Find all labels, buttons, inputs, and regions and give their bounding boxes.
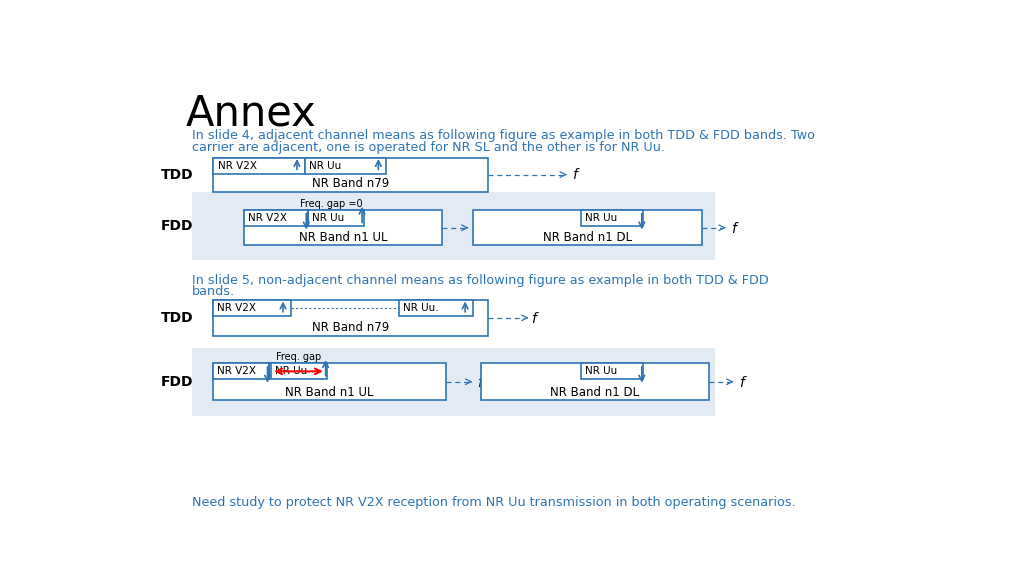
Text: TDD: TDD	[161, 311, 194, 325]
Bar	[213, 300, 488, 336]
Text: f: f	[477, 376, 482, 389]
Text: Freq. gap: Freq. gap	[275, 352, 322, 362]
Bar	[213, 300, 291, 316]
Bar	[480, 363, 710, 400]
Bar	[213, 158, 488, 192]
Text: NR Uu: NR Uu	[275, 366, 307, 376]
Text: f: f	[572, 168, 577, 183]
Text: NR Band n1 DL: NR Band n1 DL	[543, 231, 632, 244]
Text: f: f	[531, 312, 536, 325]
Text: In slide 5, non-adjacent channel means as following figure as example in both TD: In slide 5, non-adjacent channel means a…	[193, 274, 769, 287]
Bar	[271, 363, 328, 380]
Text: FDD: FDD	[161, 375, 194, 389]
Text: NR Uu: NR Uu	[308, 161, 341, 170]
Text: NR Band n1 UL: NR Band n1 UL	[299, 231, 387, 244]
Bar	[399, 300, 473, 316]
Bar	[193, 348, 716, 416]
Text: NR V2X: NR V2X	[217, 366, 256, 376]
Bar	[213, 363, 269, 380]
Text: NR V2X: NR V2X	[217, 303, 256, 313]
Text: f: f	[731, 222, 736, 236]
Text: TDD: TDD	[161, 168, 194, 181]
Text: bands.: bands.	[193, 286, 236, 298]
Bar	[213, 158, 305, 174]
Bar	[213, 363, 445, 400]
Text: NR Uu: NR Uu	[311, 213, 344, 223]
Bar	[582, 363, 643, 380]
Text: In slide 4, adjacent channel means as following figure as example in both TDD & : In slide 4, adjacent channel means as fo…	[193, 129, 815, 142]
Bar	[245, 210, 308, 226]
Bar	[582, 210, 643, 226]
Text: NR V2X: NR V2X	[218, 161, 257, 170]
Text: NR Uu.: NR Uu.	[403, 303, 438, 313]
Text: FDD: FDD	[161, 219, 194, 233]
Text: NR Band n79: NR Band n79	[312, 321, 389, 334]
Text: NR Uu: NR Uu	[586, 366, 617, 376]
Text: Freq. gap =0: Freq. gap =0	[300, 199, 362, 209]
Bar	[473, 210, 701, 245]
Text: NR V2X: NR V2X	[248, 213, 287, 223]
Text: NR Band n1 UL: NR Band n1 UL	[286, 386, 374, 399]
Bar	[308, 210, 364, 226]
Text: f: f	[738, 376, 743, 389]
Text: NR Uu: NR Uu	[586, 213, 617, 223]
Text: carrier are adjacent, one is operated for NR SL and the other is for NR Uu.: carrier are adjacent, one is operated fo…	[193, 141, 666, 154]
Text: NR Band n1 DL: NR Band n1 DL	[550, 386, 640, 399]
Text: Annex: Annex	[186, 92, 316, 134]
Text: NR Band n79: NR Band n79	[312, 177, 389, 190]
Text: Need study to protect NR V2X reception from NR Uu transmission in both operating: Need study to protect NR V2X reception f…	[193, 496, 796, 509]
Bar	[245, 210, 442, 245]
Bar	[193, 192, 716, 260]
Bar	[305, 158, 386, 174]
Text: f: f	[474, 222, 478, 236]
